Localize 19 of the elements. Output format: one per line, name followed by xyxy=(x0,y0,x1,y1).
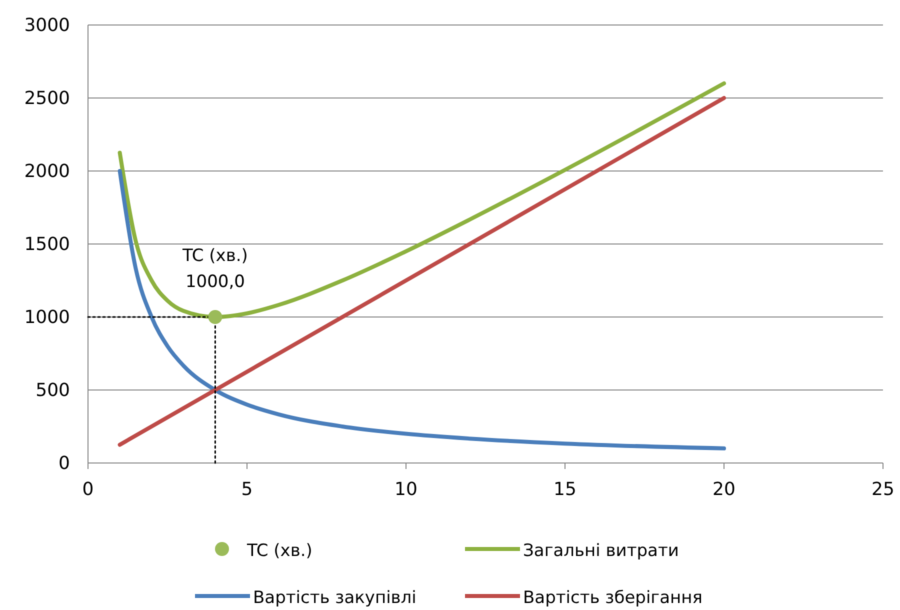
y-tick-label: 1000 xyxy=(24,307,70,328)
legend-label: Вартість зберігання xyxy=(523,588,702,608)
data-label: 1000,0 xyxy=(185,272,245,292)
legend-label: Загальні витрати xyxy=(523,541,679,561)
y-tick-label: 2000 xyxy=(24,161,70,182)
y-tick-label: 3000 xyxy=(24,15,70,36)
x-tick-label: 5 xyxy=(241,479,253,500)
x-tick-label: 0 xyxy=(82,479,94,500)
x-tick-label: 25 xyxy=(872,479,894,500)
y-tick-label: 0 xyxy=(58,453,70,474)
y-tick-label: 2500 xyxy=(24,88,70,109)
legend-label: TC (хв.) xyxy=(246,541,312,561)
x-tick-label: 20 xyxy=(712,479,736,500)
legend-label: Вартість закупівлі xyxy=(253,588,416,608)
y-tick-label: 1500 xyxy=(24,234,70,255)
text: TC (хв.) xyxy=(182,246,248,266)
y-tick-label: 500 xyxy=(36,380,70,401)
x-tick-label: 10 xyxy=(394,479,418,500)
x-tick-label: 15 xyxy=(554,479,576,500)
